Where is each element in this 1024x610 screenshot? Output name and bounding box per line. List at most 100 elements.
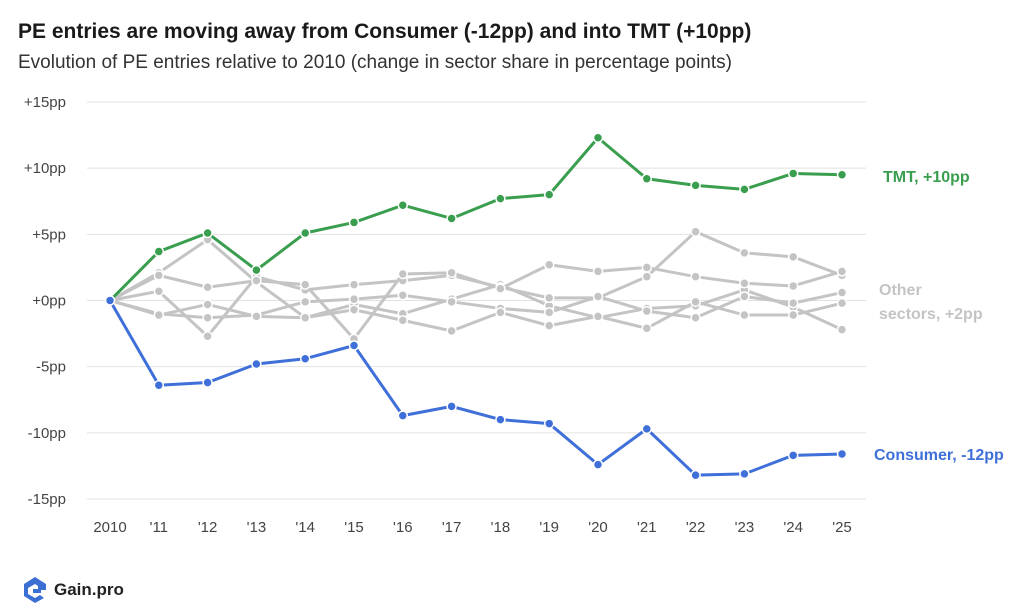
data-point [495, 307, 506, 318]
series-consumer [104, 295, 848, 481]
data-point [446, 325, 457, 337]
data-point [202, 312, 213, 323]
data-point [251, 275, 262, 286]
data-point [739, 309, 750, 321]
x-tick-label: '22 [686, 519, 706, 536]
data-point [153, 285, 165, 297]
data-point [690, 226, 701, 237]
data-point [690, 469, 701, 481]
data-point [251, 358, 262, 370]
series-line [108, 299, 844, 333]
data-point [348, 217, 360, 228]
data-point [397, 315, 409, 326]
x-tick-label: '25 [832, 519, 852, 536]
series-tmt [104, 132, 848, 306]
data-point [202, 299, 213, 310]
series-layer [104, 132, 848, 481]
data-point [397, 410, 409, 421]
data-point [739, 291, 750, 302]
x-tick-label: '15 [344, 519, 364, 536]
data-point [690, 296, 701, 308]
x-tick-label: '16 [393, 519, 413, 536]
data-point [836, 287, 848, 298]
series-other5 [104, 295, 848, 337]
x-tick-label: '11 [150, 519, 168, 536]
data-point [446, 213, 457, 224]
x-tick-label: '19 [539, 519, 559, 536]
data-point [787, 309, 799, 321]
data-point [446, 267, 457, 278]
y-tick-label: -5pp [36, 359, 66, 376]
data-point [836, 169, 848, 181]
x-tick-label: '14 [295, 519, 315, 536]
data-point [787, 297, 799, 309]
x-tick-label: '12 [198, 519, 218, 536]
line-chart: +15pp +10pp +5pp +0pp -5pp -10pp -15pp 2010 '11… [24, 94, 1004, 536]
data-point [739, 468, 750, 480]
data-point [592, 291, 604, 302]
data-point [787, 450, 799, 461]
series-label-other: sectors, +2pp [879, 306, 983, 323]
y-tick-label: -15pp [28, 491, 66, 508]
data-point [592, 459, 604, 470]
data-point [836, 297, 848, 309]
data-point [153, 379, 165, 391]
data-point [787, 280, 799, 292]
end-labels: TMT, +10pp Other sectors, +2pp Consumer, -1… [874, 169, 1004, 464]
data-point [202, 377, 213, 388]
data-point [787, 168, 799, 179]
series-label-consumer: Consumer, -12pp [874, 447, 1004, 464]
series-line [108, 238, 844, 332]
data-point [690, 271, 701, 282]
data-point [299, 279, 311, 290]
data-point [446, 401, 457, 412]
series-other2 [104, 226, 848, 342]
data-point [348, 279, 360, 290]
brand-logo: Gain.pro [22, 576, 124, 604]
series-label-other: Other [879, 282, 922, 299]
series-label-tmt: TMT, +10pp [883, 169, 970, 186]
data-point [202, 227, 213, 239]
data-point [641, 173, 653, 185]
series-line [108, 291, 844, 320]
chart-title: PE entries are moving away from Consumer… [18, 20, 752, 43]
data-point [739, 278, 750, 289]
data-point [592, 132, 604, 143]
x-tick-label: '23 [735, 519, 755, 536]
data-point [836, 448, 848, 460]
data-point [690, 180, 701, 191]
data-point [543, 189, 555, 200]
data-point [543, 418, 555, 429]
data-point [641, 305, 653, 317]
y-tick-label: +15pp [24, 94, 66, 111]
gain-pro-logo-icon [24, 577, 46, 603]
data-point [495, 414, 506, 425]
data-point [495, 193, 506, 204]
data-point [787, 251, 799, 263]
data-point [348, 340, 360, 351]
y-axis: +15pp +10pp +5pp +0pp -5pp -10pp -15pp [24, 94, 66, 508]
x-tick-label: '13 [247, 519, 267, 536]
data-point [251, 264, 262, 276]
data-point [299, 227, 311, 239]
data-point [495, 283, 506, 294]
data-point [641, 271, 653, 282]
data-point [397, 289, 409, 301]
data-point [397, 199, 409, 211]
gridlines [87, 101, 866, 500]
data-point [202, 330, 213, 342]
x-tick-label: '20 [588, 519, 608, 536]
data-point [543, 259, 555, 271]
data-point [299, 312, 311, 323]
data-point [299, 353, 311, 364]
x-tick-label: '24 [783, 519, 803, 536]
y-tick-label: +10pp [24, 160, 66, 177]
data-point [348, 304, 360, 316]
data-point [397, 268, 409, 280]
y-tick-label: +5pp [32, 226, 66, 243]
y-tick-label: +0pp [32, 293, 66, 310]
data-point [739, 247, 750, 259]
data-point [348, 293, 360, 305]
data-point [446, 296, 457, 308]
series-line [108, 136, 844, 302]
